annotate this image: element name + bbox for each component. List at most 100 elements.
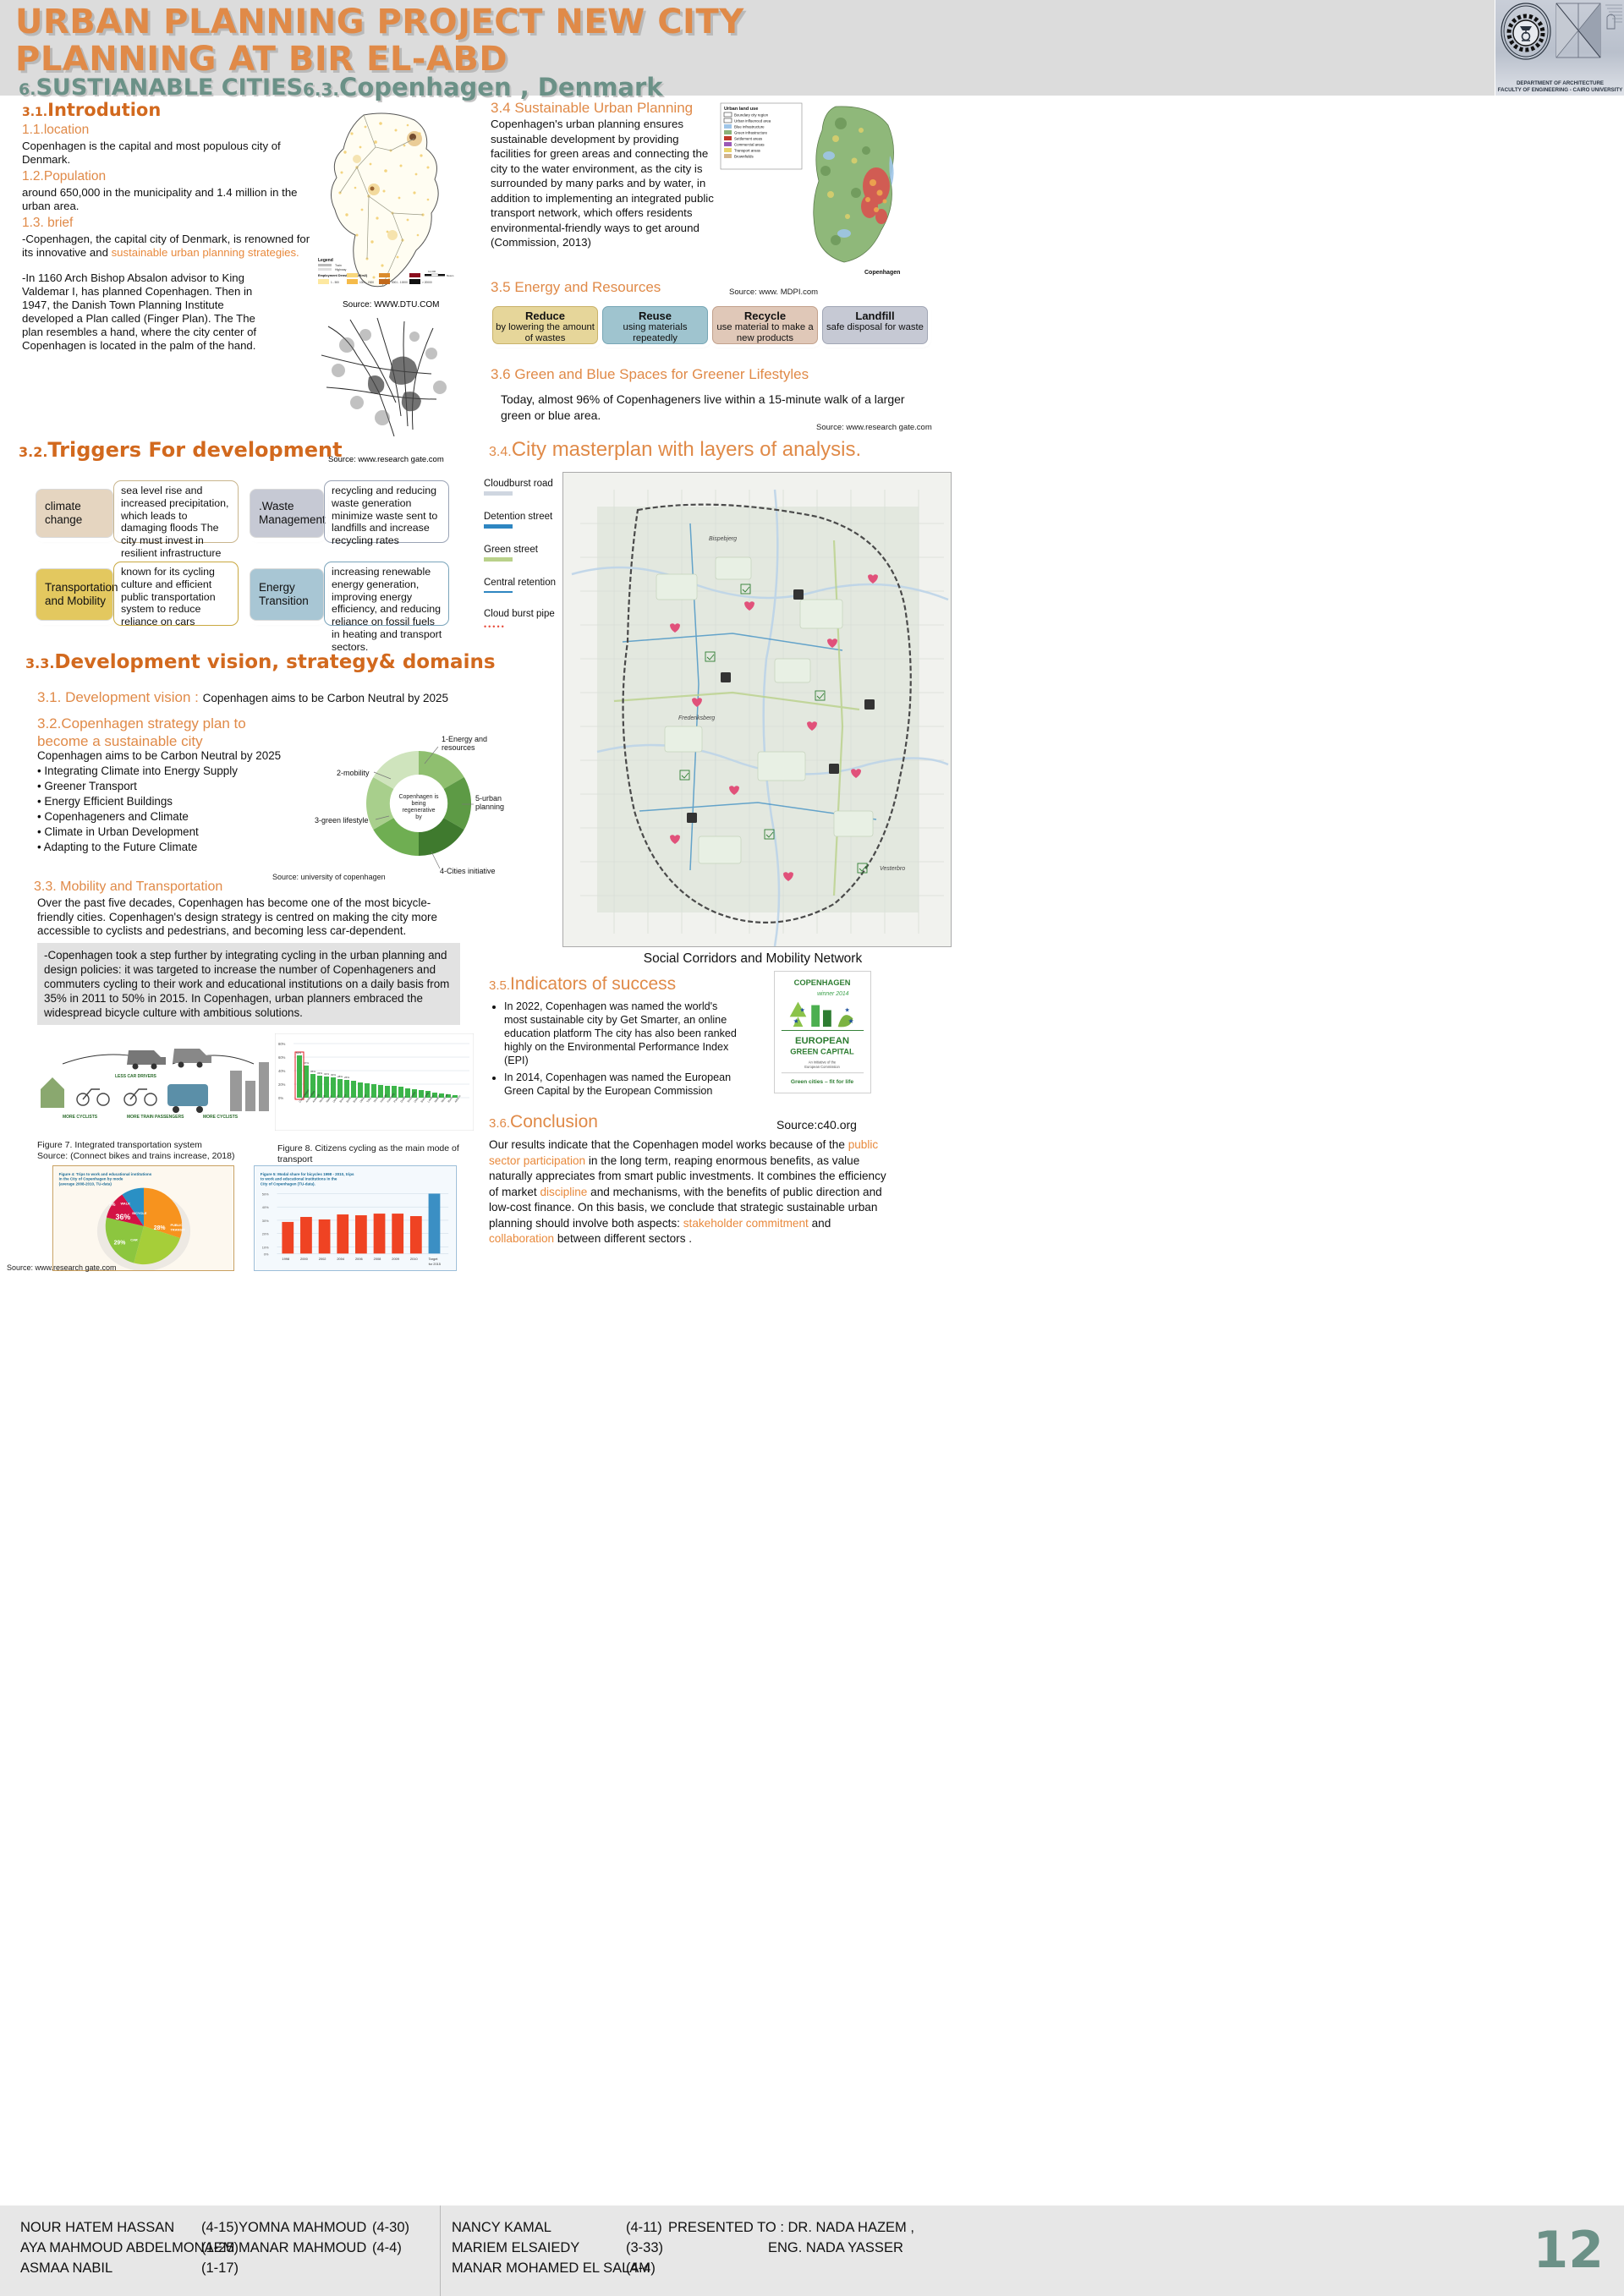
conclusion-p5: between different sectors . [554,1232,693,1245]
indicators-title: Indicators of success [510,974,677,994]
svg-text:planning: planning [475,803,504,811]
energy-box-reuse[interactable]: Reuse using materials repeatedly [602,306,708,344]
svg-text:Malmo: Malmo [326,1094,333,1103]
svg-text:5001 - 10000: 5001 - 10000 [392,281,408,284]
map2-source: Source: www.research gate.com [328,455,444,464]
page-number: 12 [1533,2221,1605,2280]
svg-text:Legend: Legend [318,258,333,263]
energy-box-sub: using materials repeatedly [623,322,688,343]
footer-code: (1-25) [201,2240,239,2255]
energy-box-recycle[interactable]: Recycle use material to make a new produ… [712,306,818,344]
svg-text:1001 - 2000: 1001 - 2000 [359,281,374,284]
energy-box-sub: use material to make a new products [716,322,814,343]
footer-name: MARIEM ELSAIEDY [452,2240,580,2255]
footer-divider [440,2206,441,2296]
urban-land-use-map: Urban land use Boundary city region Urba… [719,101,926,283]
svg-text:30%: 30% [331,1073,336,1077]
trigger-desc-waste: recycling and reducing waste generation … [324,480,449,546]
mobility-text: Over the past five decades, Copenhagen h… [37,896,437,937]
svg-text:WALK: WALK [120,1201,130,1205]
svg-text:PUBLIC: PUBLIC [170,1223,183,1227]
svg-text:BICYCLE: BICYCLE [132,1211,147,1215]
trigger-chip-waste[interactable]: .Waste Management [250,489,326,538]
introduction-section: 3.1.Introdution 1.1.location Copenhagen … [22,100,318,353]
footer-name: YOMNA MAHMOUD [239,2220,367,2235]
energy-box-title: Landfill [855,310,895,322]
svg-text:2008: 2008 [374,1257,382,1261]
svg-text:Munich: Munich [319,1094,326,1104]
legend-item-green-street: Green street [484,545,564,562]
footer-code: (4-4) [626,2260,656,2276]
legend-swatch [484,591,513,593]
bullet-item: • Copenhageners and Climate [37,810,189,823]
svg-text:Antwerp: Antwerp [312,1093,321,1104]
brief-heading: 1.3. brief [22,216,74,230]
location-heading: 1.1.location [22,123,90,137]
legend-item-cloudburst-road: Cloudburst road [484,479,564,496]
figures-source: Source: www.research gate.com [7,1263,117,1272]
brief-text: -Copenhagen, the capital city of Denmark… [22,233,318,260]
svg-text:Utrecht: Utrecht [332,1094,340,1104]
triggers-heading: 3.2.Triggers For development [19,438,343,462]
energy-box-landfill[interactable]: Landfill safe disposal for waste [822,306,928,344]
mobility-heading: 3.3. Mobility and Transportation [34,879,223,894]
svg-text:2002: 2002 [319,1257,326,1261]
brief-text-part1: -Copenhagen, the capital city of Denmark… [22,233,310,259]
svg-text:Boundary city region: Boundary city region [734,112,769,117]
svg-text:Figure 5: Modal share for bicy: Figure 5: Modal share for bicycles 1998 … [261,1172,354,1176]
population-text: around 650,000 in the municipality and 1… [22,186,298,212]
svg-text:to work and educational instit: to work and educational institutions in … [261,1177,337,1181]
svg-text:47%: 47% [304,1061,309,1065]
svg-text:2000: 2000 [300,1257,309,1261]
svg-text:Bremen: Bremen [339,1093,348,1104]
legend-swatch [484,557,513,562]
footer-name: MANAR MAHMOUD [239,2240,367,2255]
trigger-chip-label: .Waste Management [259,500,326,526]
strategy-bullets: Copenhagen aims to be Carbon Neutral by … [37,748,291,855]
svg-text:80%: 80% [278,1042,286,1046]
masterplan-number: 3.4. [489,445,512,459]
trigger-chip-transport[interactable]: Transportation and Mobility [36,568,118,621]
figure7-transport-diagram: LESS CAR DRIVERS MORE CYCLISTS MORE TRAI… [41,1049,269,1120]
footer-group-1: NOUR HATEM HASSAN AYA MAHMOUD ABDELMONAE… [20,2217,234,2278]
trigger-chip-energy[interactable]: Energy Transition [250,568,324,621]
legend-swatch: ••••• [484,622,506,631]
svg-text:MORE CYCLISTS: MORE CYCLISTS [203,1115,239,1120]
map1-legend: Legend Train Highway Employment Density … [318,258,454,284]
section-label: SUSTIANABLE CITIES [36,74,303,101]
svg-text:regenerative: regenerative [403,808,436,814]
svg-text:Settlement areas: Settlement areas [734,136,763,140]
svg-text:60%: 60% [278,1055,286,1060]
masterplan-title: City masterplan with layers of analysis. [511,438,862,461]
trigger-chip-climate[interactable]: climate change [36,489,113,538]
energy-box-reduce[interactable]: Reduce by lowering the amount of wastes [492,306,598,344]
svg-text:2-mobility: 2-mobility [337,769,370,777]
legend-label: Cloud burst pipe [484,609,555,619]
list-item: In 2014, Copenhagen was named the Europe… [504,1071,741,1098]
trigger-desc-transport: known for its cycling culture and effici… [113,562,239,627]
conclusion-hl1: public sector participation [489,1138,879,1167]
svg-text:CAR: CAR [130,1238,138,1242]
energy-box-title: Reduce [525,310,565,322]
svg-text:Train: Train [335,264,342,267]
svg-text:Tokyo: Tokyo [366,1095,373,1103]
svg-text:35%: 35% [310,1070,315,1073]
svg-text:Transport areas: Transport areas [734,148,761,152]
svg-text:★: ★ [799,1006,804,1013]
svg-text:33%: 33% [317,1071,322,1075]
masterplan-svg: Bispebjerg Frederiksberg Vesterbro [563,473,951,946]
svg-text:40%: 40% [278,1069,286,1073]
energy-box-title: Recycle [743,310,787,322]
bullet-item: • Climate in Urban Development [37,825,199,838]
urban-land-use-source: Source: www. MDPI.com [729,288,819,297]
triggers-title: Triggers For development [47,438,343,462]
svg-text:Madrid: Madrid [434,1094,442,1103]
city-masterplan-map[interactable]: Bispebjerg Frederiksberg Vesterbro [562,472,952,947]
conclusion-p2: in the long term, reaping enormous benef… [489,1153,886,1198]
bullet-item: • Integrating Climate into Energy Supply [37,764,238,777]
svg-text:LESS CAR DRIVERS: LESS CAR DRIVERS [115,1074,157,1079]
legend-label: Central retention [484,578,557,588]
section-heading: 6.SUSTIANABLE CITIES [19,74,303,101]
cairo-university-seal-icon [1501,3,1551,60]
svg-text:Bispebjerg: Bispebjerg [709,536,737,542]
